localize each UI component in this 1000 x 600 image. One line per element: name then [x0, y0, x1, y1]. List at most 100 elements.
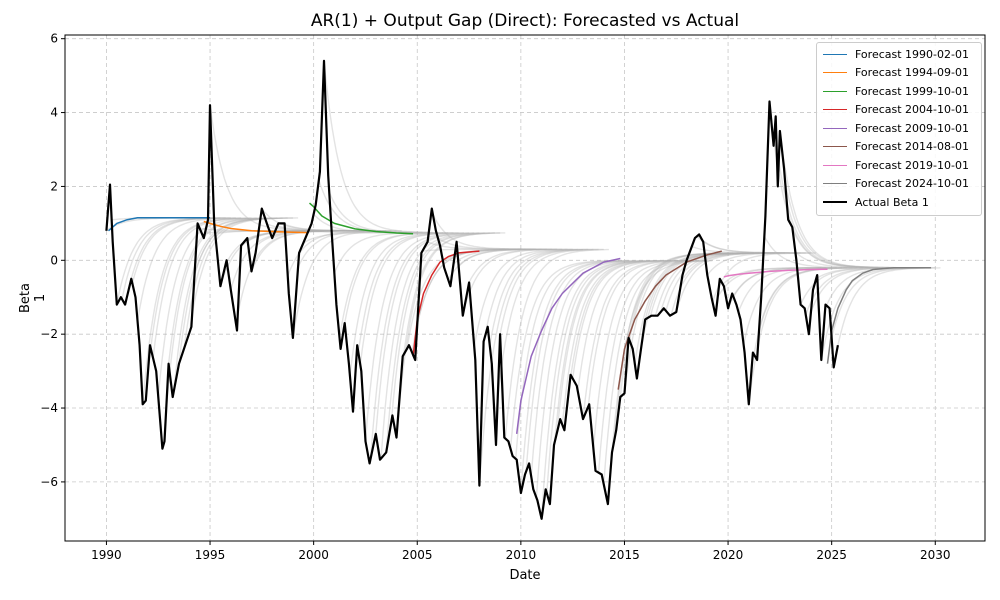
background-forecast-line: [157, 217, 262, 398]
background-forecast-line: [525, 260, 630, 472]
background-forecast-line: [680, 252, 785, 282]
x-axis-label: Date: [509, 568, 541, 583]
x-tick-label: 2025: [816, 548, 847, 562]
y-tick-label: 2: [50, 179, 58, 193]
chart-title: AR(1) + Output Gap (Direct): Forecasted …: [310, 11, 740, 31]
x-tick-label: 2005: [402, 548, 433, 562]
background-forecast-line: [732, 267, 837, 297]
series-line-actual-beta-1: [105, 59, 839, 520]
legend-swatch: [823, 201, 847, 204]
legend-item: Forecast 2004-10-01: [817, 101, 981, 120]
background-forecast-line: [530, 260, 635, 477]
y-tick-label: 6: [50, 32, 58, 46]
legend-label: Actual Beta 1: [855, 195, 929, 209]
legend-item: Forecast 1990-02-01: [817, 45, 981, 64]
background-forecast-line: [654, 252, 760, 316]
background-forecast-line: [442, 248, 547, 263]
legend-label: Forecast 2019-10-01: [855, 158, 969, 172]
background-forecast-line: [706, 252, 811, 276]
background-forecast-line: [193, 217, 299, 276]
background-forecast-line: [188, 217, 293, 334]
background-forecast-line: [572, 259, 677, 379]
legend: Forecast 1990-02-01 Forecast 1994-09-01 Fo…: [816, 42, 982, 216]
background-forecast-line: [753, 267, 858, 355]
background-forecast-line: [344, 232, 449, 324]
background-forecast-line: [473, 248, 578, 348]
y-tick-label: −2: [40, 327, 58, 341]
series-line-forecast-2024-10-01: [826, 266, 932, 364]
legend-swatch: [823, 164, 847, 166]
legend-swatch: [823, 183, 847, 185]
background-forecast-lines: [105, 60, 941, 519]
legend-label: Forecast 1990-02-01: [855, 47, 969, 61]
y-tick-label: 0: [50, 253, 58, 267]
background-forecast-line: [478, 248, 583, 486]
legend-label: Forecast 2009-10-01: [855, 121, 969, 135]
background-forecast-line: [551, 260, 656, 475]
x-tick-label: 2000: [298, 548, 329, 562]
background-forecast-line: [390, 232, 496, 422]
background-forecast-line: [789, 223, 894, 269]
x-tick-label: 2030: [920, 548, 951, 562]
background-forecast-line: [587, 259, 692, 407]
background-forecast-line: [779, 130, 884, 269]
legend-item: Actual Beta 1: [817, 193, 981, 212]
background-forecast-line: [209, 105, 314, 232]
legend-swatch: [823, 146, 847, 148]
y-tick-label: −4: [40, 401, 58, 415]
background-forecast-line: [318, 179, 423, 234]
x-tick-label: 2015: [609, 548, 640, 562]
legend-item: Forecast 1994-09-01: [817, 64, 981, 83]
x-tick-label: 2010: [506, 548, 537, 562]
background-forecast-line: [463, 248, 568, 311]
background-forecast-line: [727, 267, 832, 309]
legend-label: Forecast 2024-10-01: [855, 177, 969, 191]
series-line-forecast-1994-09-01: [203, 220, 308, 234]
series-line-forecast-1990-02-01: [108, 217, 210, 232]
series-line-forecast-2009-10-01: [515, 257, 621, 434]
background-forecast-line: [639, 252, 744, 357]
background-forecast-line: [323, 60, 428, 233]
x-tick-label: 2020: [713, 548, 744, 562]
series-line-forecast-2019-10-01: [723, 268, 828, 278]
background-forecast-line: [395, 232, 501, 438]
axes-frame: [64, 34, 986, 542]
background-forecast-line: [489, 248, 594, 346]
background-forecast-line: [364, 232, 470, 442]
background-forecast-line: [499, 248, 604, 335]
background-forecast-line: [608, 260, 713, 492]
legend-label: Forecast 1994-09-01: [855, 66, 969, 80]
legend-item: Forecast 1999-10-01: [817, 82, 981, 101]
background-forecast-line: [380, 232, 485, 459]
legend-label: Forecast 2004-10-01: [855, 103, 969, 117]
background-forecast-line: [338, 232, 444, 339]
background-forecast-line: [763, 235, 868, 269]
background-forecast-line: [670, 252, 775, 316]
background-forecast-line: [271, 230, 376, 239]
background-forecast-line: [748, 267, 853, 405]
legend-swatch: [823, 72, 847, 74]
background-forecast-line: [540, 260, 646, 519]
background-forecast-line: [468, 248, 573, 283]
background-forecast-line: [131, 217, 236, 284]
background-forecast-line: [660, 252, 765, 313]
legend-swatch: [823, 127, 847, 129]
background-forecast-line: [483, 248, 589, 339]
legend-swatch: [823, 90, 847, 92]
background-forecast-line: [142, 217, 247, 405]
legend-item: Forecast 2024-10-01: [817, 175, 981, 194]
background-forecast-line: [333, 231, 438, 274]
background-forecast-line: [422, 248, 526, 252]
background-forecast-line: [359, 232, 464, 365]
legend-label: Forecast 1999-10-01: [855, 84, 969, 98]
background-forecast-line: [628, 252, 734, 341]
y-axis-label: Beta 1: [18, 283, 48, 313]
background-forecast-line: [566, 259, 672, 403]
legend-item: Forecast 2014-08-01: [817, 138, 981, 157]
legend-label: Forecast 2014-08-01: [855, 140, 969, 154]
legend-item: Forecast 2019-10-01: [817, 156, 981, 175]
y-tick-label: 4: [50, 106, 58, 120]
background-forecast-line: [369, 232, 475, 459]
background-forecast-line: [136, 217, 242, 322]
background-forecast-line: [515, 260, 620, 459]
